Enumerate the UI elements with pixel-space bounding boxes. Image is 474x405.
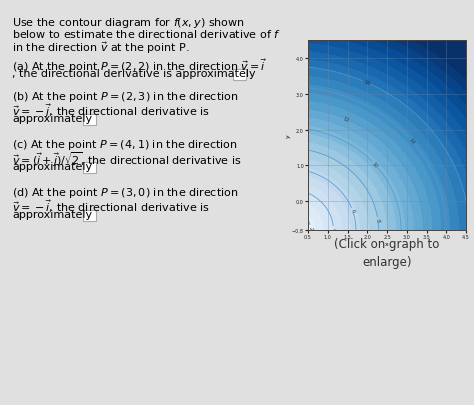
Text: 10: 10 (371, 161, 379, 169)
Text: (c) At the point $P = (4, 1)$ in the direction: (c) At the point $P = (4, 1)$ in the dir… (12, 138, 237, 151)
Text: $\vec{v} = (\vec{i} + \vec{j})/\sqrt{2}$, the directional derivative is: $\vec{v} = (\vec{i} + \vec{j})/\sqrt{2}$… (12, 149, 241, 168)
Text: Use the contour diagram for $f(x, y)$ shown: Use the contour diagram for $f(x, y)$ sh… (12, 16, 245, 30)
Text: 12: 12 (342, 116, 349, 123)
Text: (d) At the point $P = (3, 0)$ in the direction: (d) At the point $P = (3, 0)$ in the dir… (12, 185, 238, 200)
Text: $\vec{v} = -\vec{i}$, the directional derivative is: $\vec{v} = -\vec{i}$, the directional de… (12, 198, 210, 214)
Text: 2: 2 (308, 226, 313, 230)
Text: approximately: approximately (12, 209, 92, 220)
Bar (233, 70, 246, 81)
Bar (83, 211, 96, 222)
Text: (b) At the point $P = (2, 3)$ in the direction: (b) At the point $P = (2, 3)$ in the dir… (12, 90, 238, 104)
Text: approximately: approximately (12, 114, 92, 124)
Text: (a) At the point $P = (2, 2)$ in the direction $\vec{v} = \vec{i}$: (a) At the point $P = (2, 2)$ in the dir… (12, 57, 268, 75)
Text: $\vec{v} = -\vec{j}$, the directional derivative is: $\vec{v} = -\vec{j}$, the directional de… (12, 102, 210, 119)
Text: 8: 8 (375, 218, 381, 222)
Bar (83, 115, 96, 126)
Text: 16: 16 (363, 80, 371, 87)
Text: approximately: approximately (12, 162, 92, 172)
Text: below to estimate the directional derivative of $f$: below to estimate the directional deriva… (12, 28, 281, 40)
Text: 4: 4 (331, 227, 336, 231)
Text: 14: 14 (408, 137, 416, 145)
Text: in the direction $\vec{v}$ at the point P.: in the direction $\vec{v}$ at the point … (12, 40, 190, 55)
Bar (83, 162, 96, 174)
Y-axis label: y: y (285, 134, 291, 138)
Text: , the directional derivative is approximately: , the directional derivative is approxim… (12, 69, 255, 79)
Text: 6: 6 (349, 209, 356, 213)
X-axis label: x: x (385, 241, 389, 246)
Text: (Click on graph to
enlarge): (Click on graph to enlarge) (334, 237, 440, 269)
